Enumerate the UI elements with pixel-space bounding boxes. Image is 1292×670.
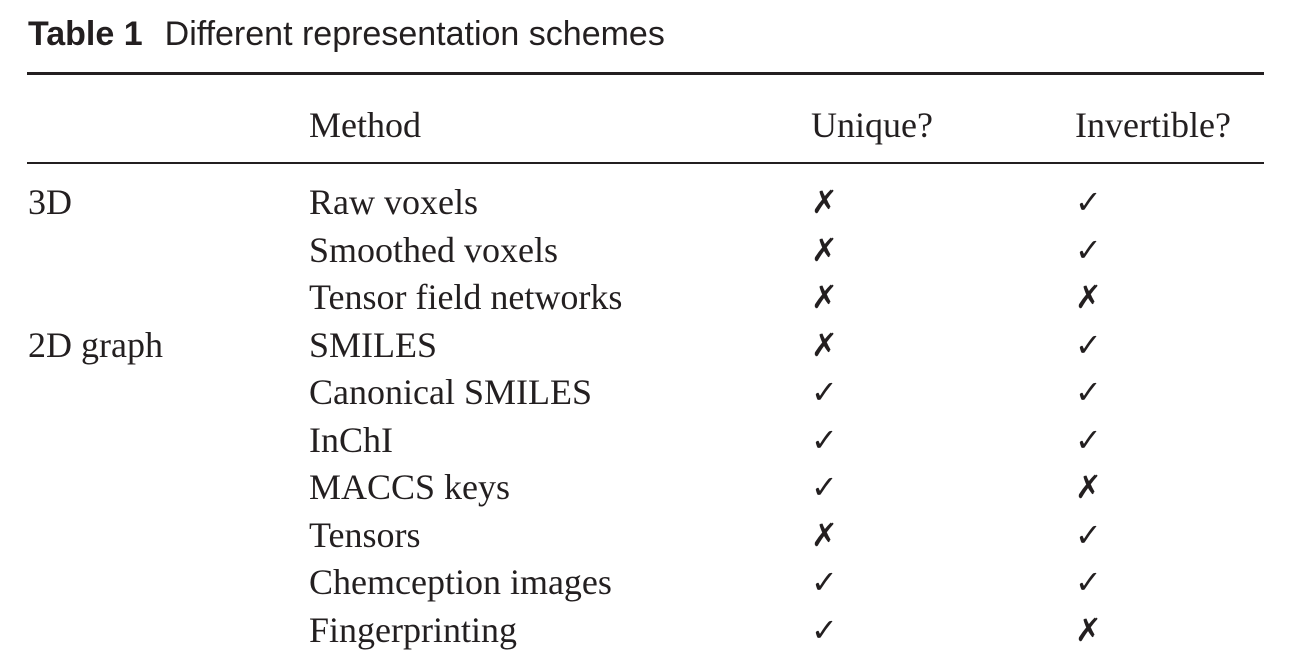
unique-cell: ✗ <box>811 278 838 316</box>
header-rule <box>27 162 1264 164</box>
method-cell: InChI <box>309 420 393 460</box>
unique-cell: ✓ <box>811 563 838 601</box>
header-invertible: Invertible? <box>1075 105 1231 145</box>
unique-cell: ✓ <box>811 421 838 459</box>
method-cell: MACCS keys <box>309 467 511 507</box>
invertible-cell: ✗ <box>1075 278 1102 316</box>
method-cell: Raw voxels <box>309 182 478 222</box>
unique-cell: ✓ <box>811 611 838 649</box>
unique-cell: ✓ <box>811 468 838 506</box>
invertible-cell: ✓ <box>1075 231 1102 269</box>
invertible-cell: ✓ <box>1075 421 1102 459</box>
unique-cell: ✗ <box>811 183 838 221</box>
table-caption: Table 1 Different representation schemes <box>28 12 665 56</box>
method-cell: Fingerprinting <box>309 610 517 650</box>
header-method: Method <box>309 105 421 145</box>
method-cell: Chemception images <box>309 562 612 602</box>
invertible-cell: ✗ <box>1075 468 1102 506</box>
invertible-cell: ✓ <box>1075 373 1102 411</box>
invertible-cell: ✗ <box>1075 611 1102 649</box>
invertible-cell: ✓ <box>1075 326 1102 364</box>
group-cell: 3D <box>28 182 72 222</box>
table-title: Different representation schemes <box>164 15 665 53</box>
method-cell: Smoothed voxels <box>309 230 558 270</box>
method-cell: Tensors <box>309 515 421 555</box>
header-unique: Unique? <box>811 105 933 145</box>
method-cell: Tensor field networks <box>309 277 623 317</box>
unique-cell: ✓ <box>811 373 838 411</box>
method-cell: Canonical SMILES <box>309 372 592 412</box>
unique-cell: ✗ <box>811 326 838 364</box>
group-cell: 2D graph <box>28 325 163 365</box>
invertible-cell: ✓ <box>1075 563 1102 601</box>
invertible-cell: ✓ <box>1075 183 1102 221</box>
method-cell: SMILES <box>309 325 438 365</box>
top-rule <box>27 72 1264 75</box>
table-number: Table 1 <box>28 15 143 53</box>
invertible-cell: ✓ <box>1075 516 1102 554</box>
unique-cell: ✗ <box>811 516 838 554</box>
unique-cell: ✗ <box>811 231 838 269</box>
